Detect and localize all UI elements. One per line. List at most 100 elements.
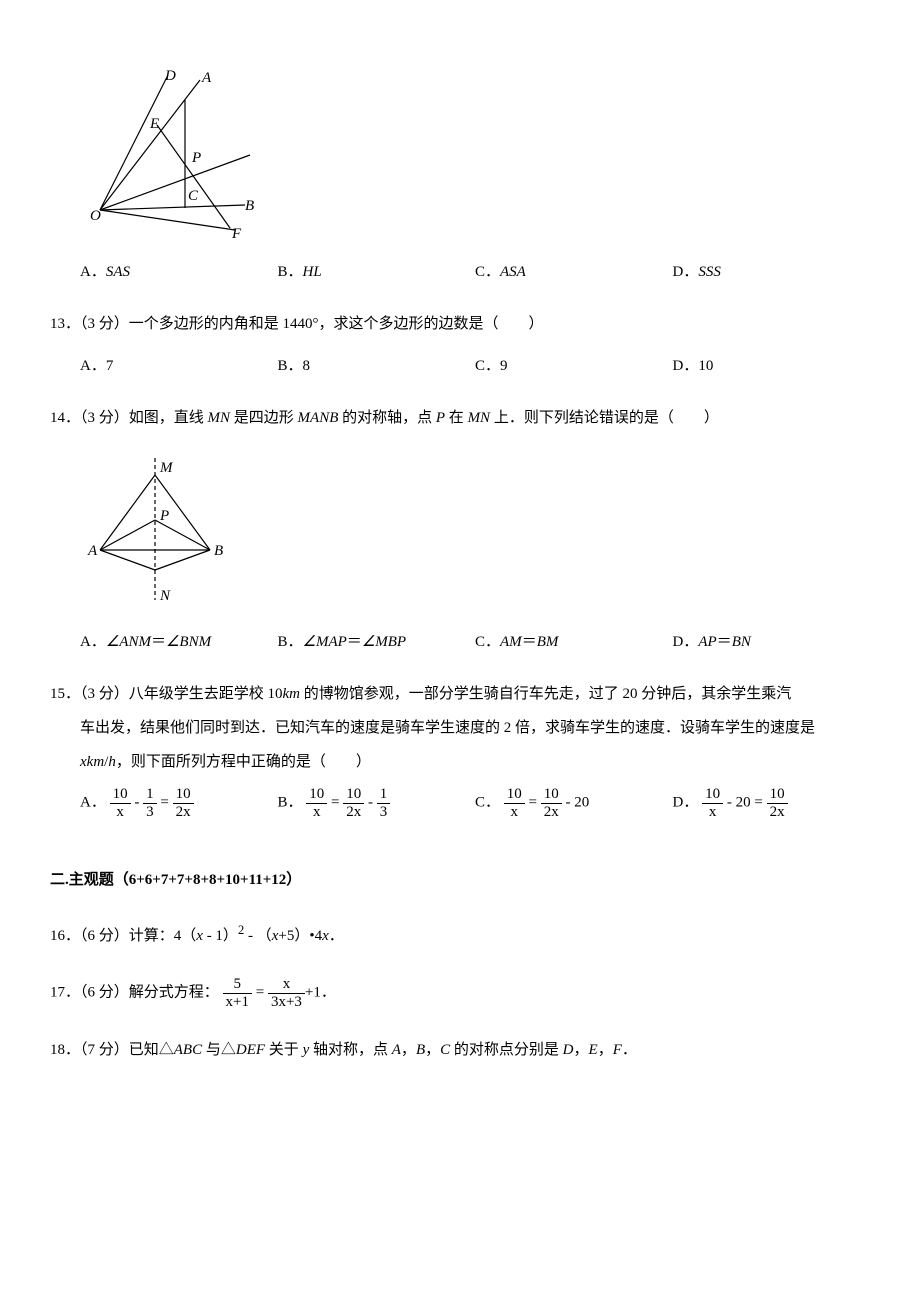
q17-text: 17．（6 分）解分式方程： 5x+1 = x3x+3+1． (50, 976, 870, 1010)
label-B: B (214, 543, 223, 559)
e: ＝ (347, 634, 362, 650)
q12-options: A．SAS B．HL C．ASA D．SSS (80, 260, 870, 284)
t: P (436, 410, 445, 426)
q13-option-A: A．7 (80, 354, 278, 378)
t: MN (468, 410, 491, 426)
label-N: N (159, 588, 171, 604)
q15-options: A． 10x - 13 = 102x B． 10x = 102x - 13 C．… (80, 786, 870, 838)
q15-line3: xkm/h，则下面所列方程中正确的是（ ） (50, 750, 870, 774)
q13-option-B: B．8 (278, 354, 476, 378)
l: ∠ANM (106, 634, 151, 650)
op: = (157, 794, 173, 810)
t: ， (425, 1042, 440, 1058)
t: km (87, 754, 105, 770)
t: ， (598, 1042, 613, 1058)
e: ＝ (717, 634, 732, 650)
t: km (283, 686, 301, 702)
l: AP (698, 634, 716, 650)
t: 是四边形 (230, 410, 298, 426)
eq: = (252, 984, 268, 1000)
t: ，则下面所列方程中正确的是（ ） (116, 754, 371, 770)
t: h (108, 754, 116, 770)
l: AM (500, 634, 522, 650)
q12-svg: O A B C D E F P (80, 70, 260, 240)
frac: 102x (343, 786, 364, 820)
opt-prefix: A． (80, 264, 106, 280)
label-M: M (159, 460, 174, 476)
e: ＝ (522, 634, 537, 650)
q15-text: 15．（3 分）八年级学生去距学校 10km 的博物馆参观，一部分学生骑自行车先… (50, 682, 870, 774)
t: x (80, 754, 87, 770)
p: C． (475, 794, 500, 810)
q14-option-D: D．AP＝BN (673, 630, 871, 654)
q16-text: 16．（6 分）计算：4（x - 1）2 - （x+5）•4x． (50, 920, 870, 948)
op: - (131, 794, 144, 810)
q13-text: 13．（3 分）一个多边形的内角和是 1440°，求这个多边形的边数是（ ） (50, 312, 870, 336)
label-C: C (188, 188, 199, 204)
frac: 10x (702, 786, 723, 820)
q13-options: A．7 B．8 C．9 D．10 (80, 354, 870, 378)
q14-option-A: A．∠ANM＝∠BNM (80, 630, 278, 654)
q12-option-C: C．ASA (475, 260, 673, 284)
t: 的博物馆参观，一部分学生骑自行车先走，过了 20 分钟后，其余学生乘汽 (300, 686, 791, 702)
q15-line2: 车出发，结果他们同时到达．已知汽车的速度是骑车学生速度的 2 倍，求骑车学生的速… (50, 716, 870, 740)
t: C (440, 1042, 450, 1058)
label-F: F (231, 226, 242, 240)
label-O: O (90, 208, 101, 224)
r: BM (537, 634, 559, 650)
label-D: D (164, 70, 176, 84)
q15-option-A: A． 10x - 13 = 102x (80, 786, 278, 820)
op: = (525, 794, 541, 810)
opt-prefix: B． (278, 264, 303, 280)
t: ABC (174, 1042, 202, 1058)
p: B． (278, 794, 303, 810)
t: 轴对称，点 (309, 1042, 392, 1058)
t: 关于 (265, 1042, 303, 1058)
opt-text: HL (303, 264, 322, 280)
e: ＝ (151, 634, 166, 650)
t: 在 (445, 410, 468, 426)
frac: 102x (767, 786, 788, 820)
label-P: P (159, 508, 169, 524)
q13-option-C: C．9 (475, 354, 673, 378)
t: 17．（6 分）解分式方程： (50, 984, 219, 1000)
t: B (416, 1042, 425, 1058)
t: ， (574, 1042, 589, 1058)
p: A． (80, 794, 106, 810)
q12-option-A: A．SAS (80, 260, 278, 284)
l: ∠MAP (303, 634, 347, 650)
label-E: E (149, 116, 159, 132)
label-P: P (191, 150, 201, 166)
opt-prefix: D． (673, 264, 699, 280)
label-A: A (201, 70, 212, 86)
frac: 10x (306, 786, 327, 820)
q12-figure: O A B C D E F P (80, 70, 870, 240)
label-B: B (245, 198, 254, 214)
t: +1． (305, 984, 336, 1000)
q14-figure: M N A B P (80, 450, 870, 610)
p: A． (80, 634, 106, 650)
q14-svg: M N A B P (80, 450, 230, 610)
q15-option-D: D． 10x - 20 = 102x (673, 786, 871, 820)
opt-text: ASA (500, 264, 526, 280)
t: 15．（3 分）八年级学生去距学校 10 (50, 686, 283, 702)
op: - (364, 794, 377, 810)
t: F (613, 1042, 622, 1058)
frac: 10x (504, 786, 525, 820)
r: BN (732, 634, 751, 650)
t: E (589, 1042, 598, 1058)
t: 的对称点分别是 (450, 1042, 563, 1058)
t: - （ (244, 928, 272, 944)
t: MN (208, 410, 231, 426)
mid: - 20 = (723, 794, 766, 810)
opt-text: SAS (106, 264, 130, 280)
section2-title: 二.主观题（6+6+7+7+8+8+10+11+12） (50, 868, 870, 892)
p: B． (278, 634, 303, 650)
t: 的对称轴，点 (338, 410, 436, 426)
t: ． (622, 1042, 637, 1058)
opt-prefix: C． (475, 264, 500, 280)
p: C． (475, 634, 500, 650)
p: D． (673, 794, 699, 810)
t: DEF (236, 1042, 265, 1058)
q14-option-C: C．AM＝BM (475, 630, 673, 654)
